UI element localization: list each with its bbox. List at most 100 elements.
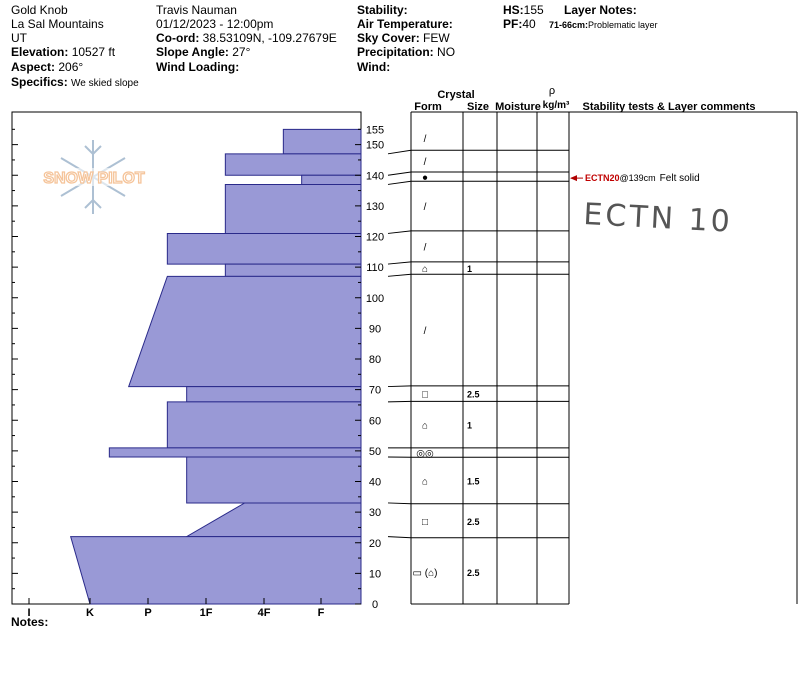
layer-table-rows: / / ● / / ⌂ 1 / □ 2.5 ⌂ 1 ◎◎ ⌂ 1.5 □ 2.5 ▭ (⌂) 2.5: [387, 134, 569, 579]
layer-boundary: [387, 273, 569, 277]
depth-tick-label: 150: [366, 140, 384, 152]
hardness-tick-label: 1F: [200, 607, 213, 619]
crystal-form-symbol: /: [424, 157, 427, 168]
aspect-value: 206°: [58, 60, 84, 74]
precip-row: Precipitation: NO: [357, 45, 455, 60]
moisture-header: Moisture: [495, 101, 541, 113]
hardness-layer: [224, 263, 362, 277]
hardness-layer: [224, 153, 362, 176]
hardness-layer: [184, 502, 362, 538]
aspect-label: Aspect:: [11, 60, 56, 74]
crystal-form-symbol: /: [424, 202, 427, 213]
notes-label: Notes:: [11, 615, 49, 629]
depth-axis: 0 10 20 30 40 50 60 70 80 90 100 110 120 130 140 150 155: [12, 124, 384, 611]
crystal-form-symbol: /: [424, 134, 427, 145]
pf-value: 40: [522, 17, 536, 31]
hs-value: 155: [523, 3, 544, 17]
hardness-layer: [166, 401, 362, 449]
slope-value: 27°: [232, 45, 251, 59]
precip-label: Precipitation:: [357, 45, 434, 59]
coord-value: 38.53109N, -109.27679E: [202, 31, 337, 45]
layer-boundary: [387, 502, 569, 505]
crystal-header: Crystal: [437, 89, 474, 101]
crystal-size: 1.5: [467, 476, 480, 486]
mountain-range: La Sal Mountains: [11, 17, 104, 31]
stability-test-label: ECTN20@139cm Felt solid: [585, 173, 700, 184]
crystal-size: 1: [467, 264, 472, 274]
elevation-value: 10527 ft: [71, 45, 116, 59]
layer-boundary: [387, 385, 569, 388]
hardness-layer: [301, 174, 362, 185]
depth-tick-label: 140: [366, 170, 384, 182]
slope-label: Slope Angle:: [156, 45, 229, 59]
crystal-size: 2.5: [467, 517, 480, 527]
depth-tick-label: 20: [369, 538, 381, 550]
size-header: Size: [467, 101, 489, 113]
crystal-size: 2.5: [467, 568, 480, 578]
hardness-layer: [166, 232, 362, 265]
hardness-layer: [70, 536, 362, 605]
coord-label: Co-ord:: [156, 31, 200, 45]
observation-datetime: 01/12/2023 - 12:00pm: [156, 17, 274, 31]
layer-table: [410, 111, 798, 605]
test-comment: Felt solid: [660, 173, 700, 184]
aspect-row: Aspect: 206°: [11, 60, 83, 75]
crystal-form-symbol: ◎◎: [416, 449, 434, 460]
slope-row: Slope Angle: 27°: [156, 45, 250, 60]
form-header: Form: [414, 101, 442, 113]
hardness-layers: [70, 128, 362, 605]
depth-tick-label: 130: [366, 201, 384, 213]
crystal-form-symbol: □: [422, 390, 428, 401]
wind-label: Wind:: [357, 60, 391, 74]
depth-tick-label: 90: [369, 323, 381, 335]
layer-boundary: [387, 230, 569, 234]
elevation-row: Elevation: 10527 ft: [11, 45, 115, 60]
rho-header: ρ: [549, 85, 555, 97]
crystal-size: 2.5: [467, 390, 480, 400]
pf-row: PF:40: [503, 17, 536, 32]
depth-tick-label: 0: [372, 599, 378, 611]
coordinates-row: Co-ord: 38.53109N, -109.27679E: [156, 31, 337, 46]
depth-tick-label: 10: [369, 568, 381, 580]
hs-label: HS:: [503, 3, 524, 17]
location-name: Gold Knob: [11, 3, 68, 17]
pf-label: PF:: [503, 17, 523, 31]
test-code: ECTN20: [585, 173, 620, 183]
hs-row: HS:155: [503, 3, 544, 18]
handwritten-test-note: ECTN 10: [583, 197, 734, 240]
specifics-row: Specifics: We skied slope: [11, 75, 139, 91]
layer-boundary: [387, 536, 569, 539]
density-header: kg/m³: [543, 100, 570, 111]
hardness-layer: [186, 386, 362, 403]
depth-tick-label: 120: [366, 232, 384, 244]
crystal-form-symbol: /: [424, 326, 427, 337]
crystal-form-symbol: ⌂: [422, 476, 428, 487]
layer-boundary: [387, 180, 569, 185]
depth-tick-label: 50: [369, 446, 381, 458]
depth-tick-label: 40: [369, 477, 381, 489]
layer-note-text: Problematic layer: [588, 20, 658, 30]
hardness-layer: [186, 456, 362, 504]
layer-boundary: [387, 149, 569, 155]
specifics-label: Specifics:: [11, 75, 68, 89]
crystal-form-symbol: ⌂: [422, 264, 428, 275]
depth-tick-label: 60: [369, 415, 381, 427]
hardness-layer: [127, 275, 362, 388]
crystal-form-symbol: ⌂: [422, 421, 428, 432]
depth-tick-label: 100: [366, 293, 384, 305]
hardness-tick-label: F: [318, 607, 325, 619]
stability-comments-header: Stability tests & Layer comments: [582, 101, 755, 113]
sky-row: Sky Cover: FEW: [357, 31, 450, 46]
state: UT: [11, 31, 27, 45]
arrowhead-icon: [570, 175, 577, 182]
air-temp-label: Air Temperature:: [357, 17, 453, 31]
depth-tick-label: 155: [366, 124, 384, 136]
hardness-layer: [224, 183, 362, 234]
layer-notes-label: Layer Notes:: [564, 3, 637, 17]
depth-tick-label: 70: [369, 385, 381, 397]
hardness-layer: [108, 447, 362, 458]
depth-tick-label: 30: [369, 507, 381, 519]
elevation-label: Elevation:: [11, 45, 69, 59]
depth-tick-label: 80: [369, 354, 381, 366]
